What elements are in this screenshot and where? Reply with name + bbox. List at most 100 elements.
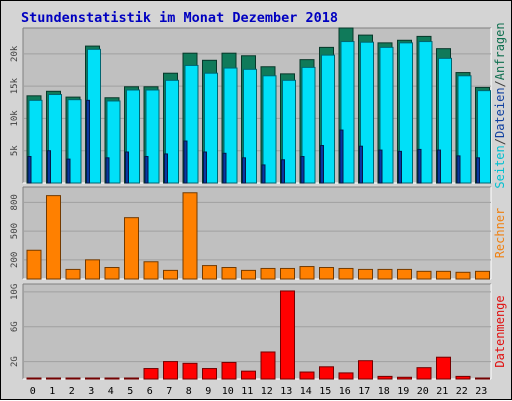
bar-rechner-17 xyxy=(358,268,373,280)
y-tick-label: 6G xyxy=(10,321,20,332)
bar-rechner-2 xyxy=(65,268,81,280)
bar-rechner-18 xyxy=(377,268,393,280)
x-tick-label: 4 xyxy=(108,386,114,397)
plot-background xyxy=(23,284,491,379)
bar-dateien-7 xyxy=(165,79,179,184)
bar-seiten-19 xyxy=(398,150,402,184)
x-tick-label: 22 xyxy=(456,386,468,397)
bar-seiten-13 xyxy=(281,159,285,184)
bar-seiten-9 xyxy=(203,151,207,184)
bar-rechner-20 xyxy=(416,270,432,280)
y-tick-label: 200 xyxy=(10,252,20,268)
x-tick-label: 16 xyxy=(339,386,351,397)
bar-seiten-10 xyxy=(222,152,227,184)
y-tick-label: 500 xyxy=(10,223,20,239)
bar-datenmenge-16 xyxy=(338,372,354,380)
x-tick-label: 12 xyxy=(261,386,273,397)
bar-rechner-1 xyxy=(46,195,61,280)
bar-rechner-5 xyxy=(124,217,139,280)
y-axis-label-part: / xyxy=(493,80,507,87)
bar-dateien-6 xyxy=(145,89,160,184)
bar-seiten-14 xyxy=(300,156,305,184)
bar-seiten-22 xyxy=(456,155,461,184)
bar-dateien-22 xyxy=(457,75,472,184)
x-tick-label: 18 xyxy=(378,386,390,397)
bar-datenmenge-15 xyxy=(319,366,334,380)
bar-seiten-8 xyxy=(183,140,188,184)
bar-seiten-21 xyxy=(437,149,441,184)
bar-datenmenge-4 xyxy=(104,377,120,380)
bar-datenmenge-9 xyxy=(202,368,217,380)
bar-dateien-12 xyxy=(262,75,277,184)
y-axis-label-part: Seiten xyxy=(493,145,507,188)
bar-dateien-13 xyxy=(282,79,296,184)
bar-dateien-17 xyxy=(360,41,374,184)
bar-dateien-23 xyxy=(477,90,491,184)
bar-datenmenge-22 xyxy=(455,375,471,380)
bar-dateien-15 xyxy=(321,54,335,184)
bar-dateien-2 xyxy=(67,99,82,184)
bar-rechner-6 xyxy=(143,261,159,280)
x-tick-label: 6 xyxy=(147,386,153,397)
x-tick-label: 13 xyxy=(280,386,292,397)
bar-datenmenge-12 xyxy=(260,351,276,380)
x-tick-label: 10 xyxy=(222,386,234,397)
bar-rechner-12 xyxy=(260,267,276,280)
bar-seiten-17 xyxy=(359,145,363,184)
bar-rechner-7 xyxy=(163,269,178,280)
x-tick-label: 21 xyxy=(436,386,448,397)
bar-datenmenge-21 xyxy=(436,356,451,380)
bar-rechner-13 xyxy=(280,267,295,280)
bar-dateien-20 xyxy=(418,41,433,184)
x-tick-label: 14 xyxy=(300,386,312,397)
bar-dateien-4 xyxy=(106,100,121,184)
bar-datenmenge-5 xyxy=(124,377,139,380)
x-tick-label: 7 xyxy=(166,386,172,397)
panel-visits: 200 500 800 Rechner xyxy=(10,186,507,280)
bar-datenmenge-23 xyxy=(475,377,490,380)
bar-seiten-0 xyxy=(27,156,32,184)
bar-dateien-5 xyxy=(126,89,140,184)
bar-datenmenge-1 xyxy=(46,377,61,380)
bar-rechner-15 xyxy=(319,267,334,280)
x-tick-label: 0 xyxy=(30,386,36,397)
bar-seiten-12 xyxy=(261,164,266,184)
x-tick-label: 1 xyxy=(49,386,55,397)
bar-datenmenge-20 xyxy=(416,367,432,380)
bar-seiten-20 xyxy=(417,148,422,184)
x-tick-label: 17 xyxy=(358,386,370,397)
x-tick-label: 23 xyxy=(475,386,487,397)
bar-seiten-6 xyxy=(144,156,149,184)
y-tick-label: 10k xyxy=(10,110,20,127)
bar-datenmenge-19 xyxy=(397,376,412,380)
bar-datenmenge-2 xyxy=(65,377,81,380)
bar-rechner-9 xyxy=(202,265,217,280)
bar-datenmenge-17 xyxy=(358,360,373,380)
chart-panels: 5k10k15k20kSeiten/Dateien/Anfragen200500… xyxy=(10,22,507,380)
bar-rechner-3 xyxy=(85,259,100,280)
bar-seiten-16 xyxy=(339,129,344,184)
bar-dateien-0 xyxy=(28,99,43,184)
x-tick-label: 9 xyxy=(205,386,211,397)
x-tick-label: 3 xyxy=(88,386,94,397)
x-tick-label: 20 xyxy=(417,386,429,397)
bar-rechner-10 xyxy=(221,267,237,280)
bar-rechner-21 xyxy=(436,270,451,280)
bar-seiten-4 xyxy=(105,157,110,184)
bar-dateien-9 xyxy=(204,72,218,184)
x-tick-label: 2 xyxy=(69,386,75,397)
bar-rechner-11 xyxy=(241,269,256,280)
x-tick-label: 11 xyxy=(241,386,253,397)
y-tick-label: 800 xyxy=(10,194,20,210)
y-axis-label-part: Anfragen xyxy=(493,22,507,80)
bar-rechner-23 xyxy=(475,270,490,280)
y-tick-label: 10G xyxy=(10,284,20,300)
bar-rechner-19 xyxy=(397,268,412,280)
x-tick-label: 5 xyxy=(127,386,133,397)
x-tick-label: 19 xyxy=(397,386,409,397)
bar-rechner-14 xyxy=(299,266,315,280)
bar-dateien-18 xyxy=(379,46,394,184)
y-tick-label: 2G xyxy=(10,356,20,367)
